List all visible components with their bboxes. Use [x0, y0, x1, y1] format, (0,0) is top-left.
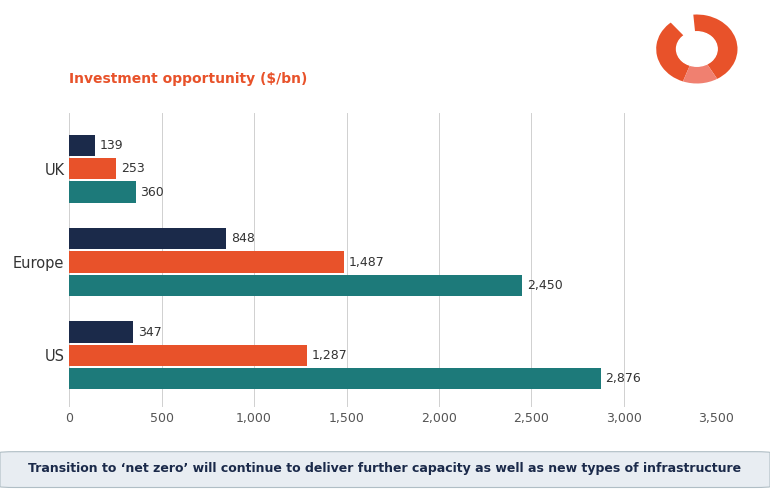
Text: Transition to ‘net zero’ will continue to deliver further capacity as well as ne: Transition to ‘net zero’ will continue t… [28, 462, 742, 475]
Text: 848: 848 [231, 232, 255, 245]
Wedge shape [656, 15, 738, 81]
Text: 1,287: 1,287 [312, 349, 347, 362]
Bar [69, 181, 136, 203]
Bar [69, 368, 601, 390]
Bar [69, 251, 344, 273]
Bar [69, 274, 522, 296]
Text: 253: 253 [121, 162, 145, 175]
Text: 347: 347 [138, 325, 162, 339]
Bar [69, 344, 307, 366]
Bar [69, 158, 116, 179]
Text: 139: 139 [99, 139, 123, 152]
Wedge shape [683, 64, 717, 83]
Bar [69, 321, 133, 343]
Bar [69, 135, 95, 156]
Text: 1,487: 1,487 [349, 255, 384, 269]
FancyBboxPatch shape [0, 452, 770, 488]
Text: 2,876: 2,876 [605, 372, 641, 385]
Bar [69, 228, 226, 249]
Text: Investment opportunity ($/bn): Investment opportunity ($/bn) [69, 72, 308, 86]
Circle shape [677, 32, 717, 66]
Text: 360: 360 [140, 186, 164, 198]
Text: 2,450: 2,450 [527, 279, 562, 292]
Legend: 2023, 2030, 2050: 2023, 2030, 2050 [229, 466, 454, 490]
Wedge shape [668, 11, 695, 39]
